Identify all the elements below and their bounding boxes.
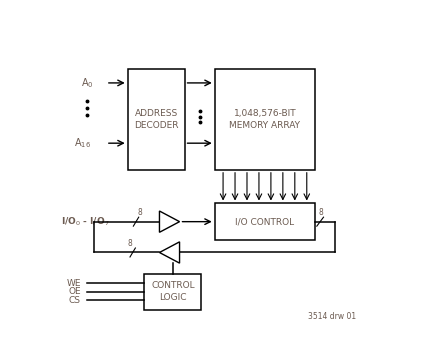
Text: 1,048,576-BIT
MEMORY ARRAY: 1,048,576-BIT MEMORY ARRAY (229, 108, 300, 130)
Text: 8: 8 (138, 209, 143, 218)
Text: ADDRESS
DECODER: ADDRESS DECODER (134, 108, 178, 130)
FancyBboxPatch shape (215, 69, 315, 170)
FancyBboxPatch shape (144, 273, 201, 310)
FancyBboxPatch shape (215, 203, 315, 240)
Text: A$_{16}$: A$_{16}$ (74, 136, 91, 150)
Text: I/O$_0$ - I/O$_7$: I/O$_0$ - I/O$_7$ (60, 215, 109, 228)
Text: OE: OE (68, 287, 81, 296)
Polygon shape (159, 242, 180, 263)
Text: 3514 drw 01: 3514 drw 01 (308, 312, 356, 321)
Text: WE: WE (66, 279, 81, 288)
Text: CS: CS (69, 296, 81, 305)
Text: A$_0$: A$_0$ (81, 76, 93, 90)
Polygon shape (159, 211, 180, 232)
Text: 8: 8 (318, 209, 323, 218)
Text: CONTROL
LOGIC: CONTROL LOGIC (151, 281, 195, 302)
Text: I/O CONTROL: I/O CONTROL (235, 217, 295, 226)
Text: 8: 8 (128, 239, 132, 248)
FancyBboxPatch shape (128, 69, 184, 170)
